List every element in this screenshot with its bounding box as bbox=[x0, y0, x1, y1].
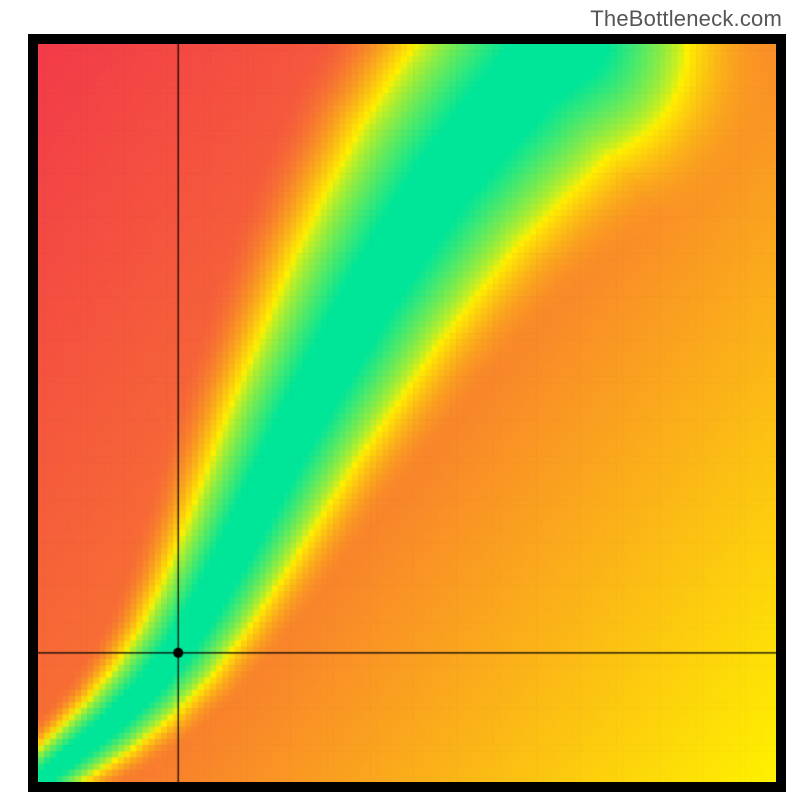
attribution-text: TheBottleneck.com bbox=[590, 6, 782, 32]
heatmap-canvas bbox=[38, 44, 776, 782]
plot-frame bbox=[28, 34, 786, 792]
